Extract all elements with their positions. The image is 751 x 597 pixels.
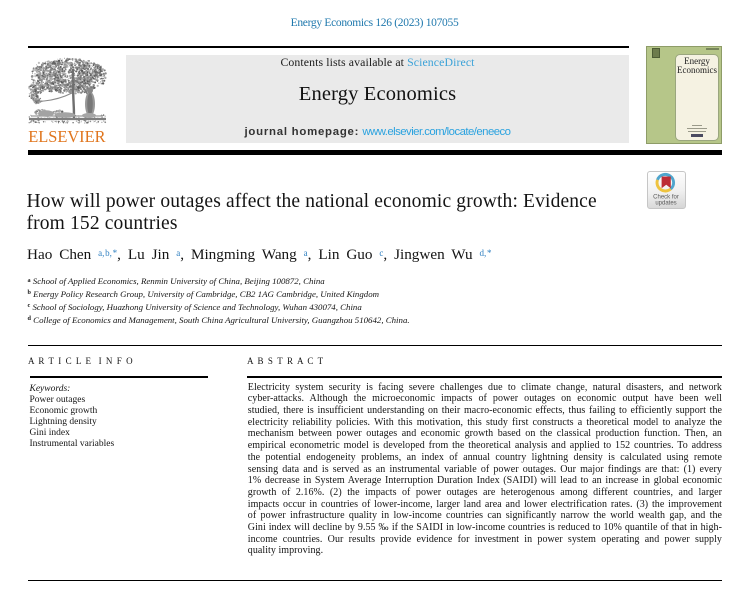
svg-text:updates: updates <box>655 201 676 207</box>
svg-text:Check for: Check for <box>653 195 679 201</box>
